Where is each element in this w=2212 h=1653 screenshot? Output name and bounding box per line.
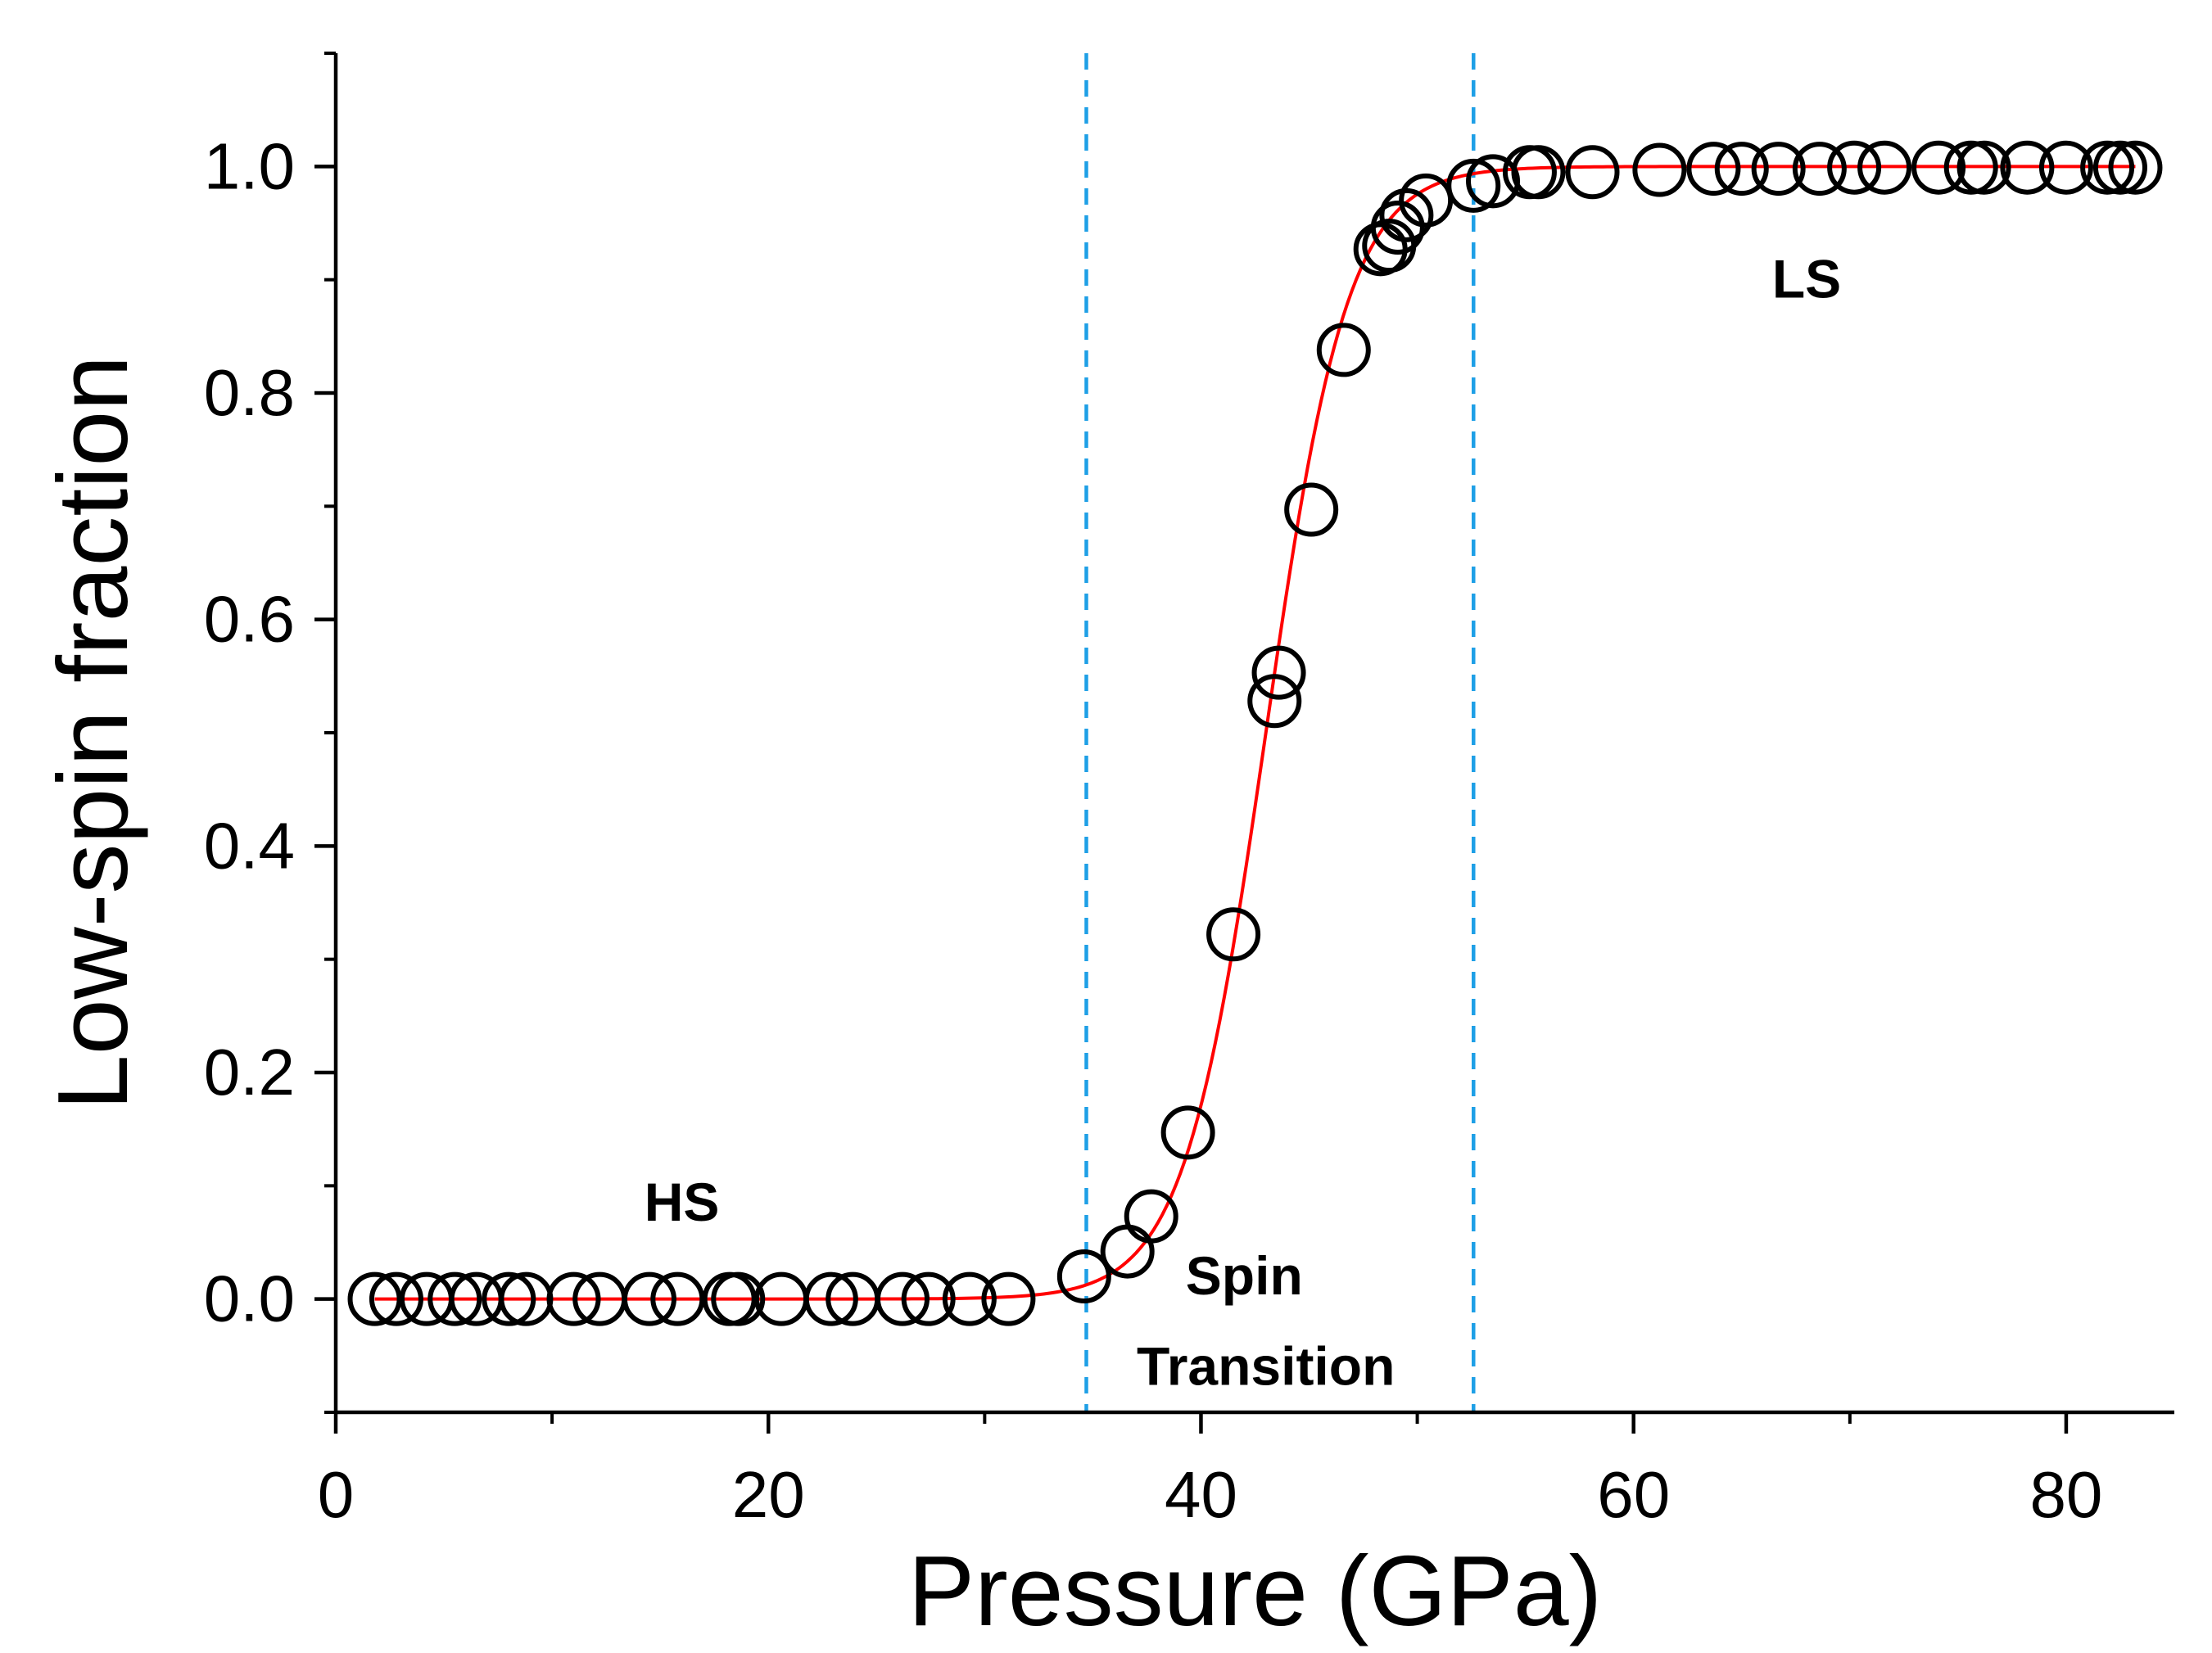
data-point (1686, 142, 1741, 196)
y-axis-title: Low-spin fraction (37, 355, 148, 1110)
annotation-transition: Transition (1137, 1336, 1395, 1397)
data-point (901, 1271, 956, 1326)
x-tick-label: 40 (1165, 1458, 1237, 1531)
data-point (875, 1271, 930, 1326)
data-point (1251, 645, 1306, 700)
data-point (803, 1271, 858, 1326)
data-point (981, 1271, 1036, 1326)
data-point (1370, 201, 1425, 255)
fit-curve (374, 165, 2136, 1301)
y-axis-ticks: 0.0 0.2 0.4 0.6 0.8 1.0 (204, 52, 336, 1414)
data-point (1827, 140, 1882, 195)
x-axis-title: Pressure (GPa) (908, 1535, 1602, 1646)
data-point (622, 1271, 676, 1326)
x-tick-label: 80 (2029, 1458, 2102, 1531)
data-point (1751, 142, 1806, 196)
fit-curve-layer (374, 165, 2136, 1301)
data-point (1714, 142, 1769, 196)
annotation-hs: HS (645, 1172, 720, 1232)
data-point (369, 1271, 423, 1326)
data-point (942, 1271, 997, 1326)
x-tick-label: 0 (318, 1458, 355, 1531)
data-point (1792, 142, 1847, 196)
data-point (1632, 142, 1687, 197)
data-point (1943, 140, 1998, 195)
data-point (1911, 140, 1966, 195)
data-points (347, 140, 2163, 1326)
data-point (1446, 158, 1501, 213)
y-tick-label: 1.0 (204, 129, 295, 202)
data-point (2108, 140, 2163, 195)
data-point (1857, 140, 1912, 195)
data-point (427, 1271, 482, 1326)
data-point (1056, 1249, 1111, 1303)
data-point (1160, 1105, 1215, 1160)
data-point (1565, 145, 1620, 200)
data-point (2000, 140, 2055, 195)
data-point (1247, 674, 1302, 729)
annotations: HS Spin Transition LS (645, 249, 1841, 1397)
data-point (347, 1271, 402, 1326)
annotation-spin: Spin (1186, 1245, 1303, 1306)
data-point (546, 1271, 601, 1326)
data-point (1399, 173, 1454, 228)
x-axis-ticks: 0 20 40 60 80 (318, 1412, 2102, 1531)
annotation-ls: LS (1772, 249, 1841, 309)
axes (333, 53, 2174, 1415)
y-tick-label: 0.2 (204, 1036, 295, 1109)
data-point (1511, 145, 1566, 200)
data-point (1284, 482, 1339, 537)
data-point (482, 1271, 536, 1326)
data-point (650, 1271, 705, 1326)
data-point (1379, 187, 1434, 242)
y-tick-label: 0.4 (204, 809, 295, 882)
data-point (711, 1271, 766, 1326)
data-point (1100, 1224, 1155, 1279)
data-point (1316, 323, 1371, 377)
y-tick-label: 0.6 (204, 583, 295, 656)
data-point (1956, 140, 2011, 195)
data-point (1206, 907, 1261, 962)
data-point (2092, 140, 2147, 195)
x-tick-label: 20 (732, 1458, 805, 1531)
data-point (2080, 140, 2135, 195)
x-tick-label: 60 (1597, 1458, 1670, 1531)
reference-lines (1084, 53, 1476, 1412)
y-tick-label: 0.8 (204, 356, 295, 429)
data-point (1124, 1189, 1178, 1244)
data-point (2038, 140, 2093, 195)
y-tick-label: 0.0 (204, 1262, 295, 1335)
